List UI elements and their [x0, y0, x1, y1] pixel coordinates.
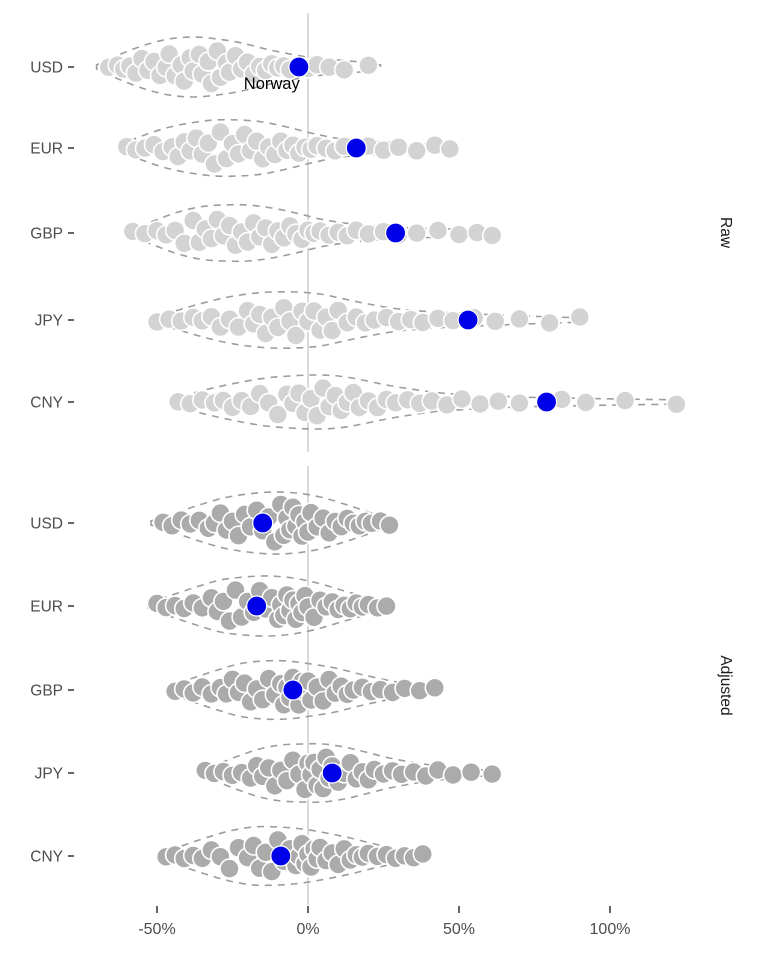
data-point [379, 514, 400, 536]
violin-outline [156, 825, 430, 887]
highlight-point [252, 512, 274, 534]
data-point [469, 393, 491, 415]
highlight-point [345, 137, 367, 159]
data-point [358, 55, 379, 76]
data-point [439, 138, 461, 160]
data-point [388, 137, 409, 158]
data-point [666, 393, 687, 415]
data-point [412, 843, 434, 865]
facet-strip-label: Adjusted [717, 655, 734, 715]
data-point [460, 761, 482, 783]
y-axis-label: USD [30, 59, 63, 76]
data-point [484, 310, 506, 332]
highlight-point [288, 56, 310, 78]
data-point [614, 390, 636, 411]
y-axis-label: GBP [30, 225, 63, 242]
x-axis-tick-label: 0% [296, 921, 319, 938]
data-point [569, 306, 591, 328]
y-axis-label: EUR [30, 140, 63, 157]
data-point [487, 390, 509, 412]
data-point [267, 404, 289, 425]
data-point [424, 677, 446, 699]
violin-outline [95, 36, 382, 98]
data-point [448, 224, 470, 245]
y-axis-label: GBP [30, 682, 63, 699]
annotation-label: Norway [244, 75, 301, 93]
data-point [509, 392, 530, 414]
data-point [509, 308, 530, 330]
y-axis-label: USD [30, 515, 63, 532]
highlight-point [385, 222, 407, 244]
x-axis-tick-label: 50% [443, 921, 475, 938]
highlight-point [270, 845, 292, 867]
x-axis-tick-label: -50% [138, 921, 175, 938]
data-point [481, 763, 503, 785]
y-axis-label: EUR [30, 598, 63, 615]
violin-outline [150, 491, 397, 555]
data-point [285, 325, 307, 346]
data-point [219, 858, 240, 879]
data-point [451, 388, 473, 410]
facet-strip-label: Raw [717, 217, 734, 249]
violin-outline [165, 659, 442, 721]
y-axis-label: JPY [35, 312, 63, 329]
highlight-point [535, 391, 558, 413]
x-axis-tick-label: 100% [590, 921, 631, 938]
data-point [376, 595, 397, 617]
data-point [406, 140, 428, 162]
data-point [539, 312, 560, 334]
highlight-point [457, 309, 479, 331]
violin-outline [147, 575, 394, 637]
y-axis-label: CNY [30, 394, 63, 411]
data-point [333, 59, 355, 81]
data-point [406, 222, 428, 244]
data-point [427, 220, 449, 241]
highlight-point [321, 762, 343, 784]
data-point [442, 764, 464, 786]
y-axis-label: CNY [30, 848, 63, 865]
y-axis-label: JPY [35, 765, 63, 782]
data-point [575, 392, 597, 413]
highlight-point [246, 595, 268, 617]
highlight-point [282, 679, 304, 701]
data-point [481, 225, 503, 246]
